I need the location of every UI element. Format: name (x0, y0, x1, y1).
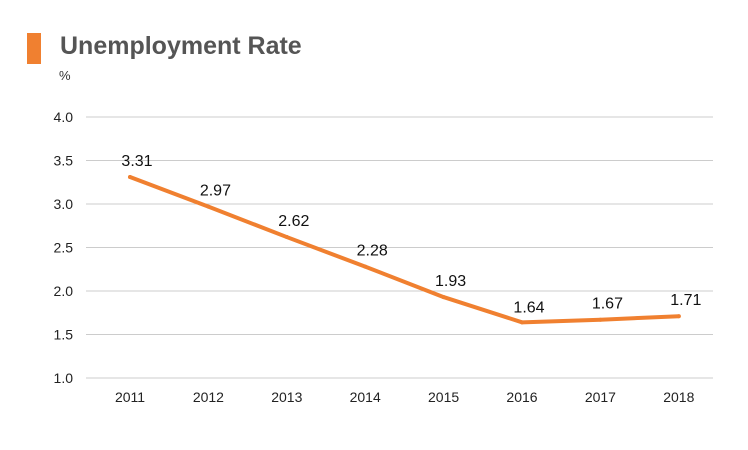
data-label: 1.64 (513, 299, 544, 316)
data-label: 1.71 (670, 292, 701, 309)
data-point (598, 317, 603, 322)
data-label: 1.93 (435, 273, 466, 290)
y-tick-label: 4.0 (54, 109, 74, 125)
title-accent-bar (27, 33, 41, 64)
data-point (520, 320, 524, 325)
data-label: 2.62 (278, 213, 309, 230)
x-tick-label: 2016 (506, 389, 537, 405)
data-label: 3.31 (121, 153, 152, 170)
data-point (363, 264, 368, 269)
y-tick-label: 1.0 (54, 370, 74, 386)
x-tick-label: 2013 (271, 389, 302, 405)
y-tick-label: 2.5 (54, 240, 74, 256)
data-point (128, 175, 132, 180)
data-point (676, 314, 681, 319)
data-label: 2.97 (200, 183, 231, 200)
chart-title: Unemployment Rate (60, 32, 302, 60)
x-tick-label: 2015 (428, 389, 459, 405)
x-tick-label: 2018 (663, 389, 694, 405)
y-tick-label: 2.0 (54, 283, 74, 299)
data-label: 2.28 (357, 243, 388, 260)
data-point (441, 295, 446, 300)
y-tick-label: 3.0 (54, 196, 74, 212)
y-tick-label: 3.5 (54, 153, 74, 169)
series-line (128, 175, 681, 325)
y-axis-unit: % (59, 68, 71, 83)
x-tick-label: 2017 (585, 389, 616, 405)
data-label: 1.67 (592, 296, 623, 313)
x-tick-label: 2011 (115, 389, 145, 405)
data-point (206, 204, 211, 209)
data-point (284, 235, 289, 240)
x-tick-label: 2014 (350, 389, 381, 405)
y-tick-label: 1.5 (54, 327, 74, 343)
x-tick-label: 2012 (193, 389, 224, 405)
